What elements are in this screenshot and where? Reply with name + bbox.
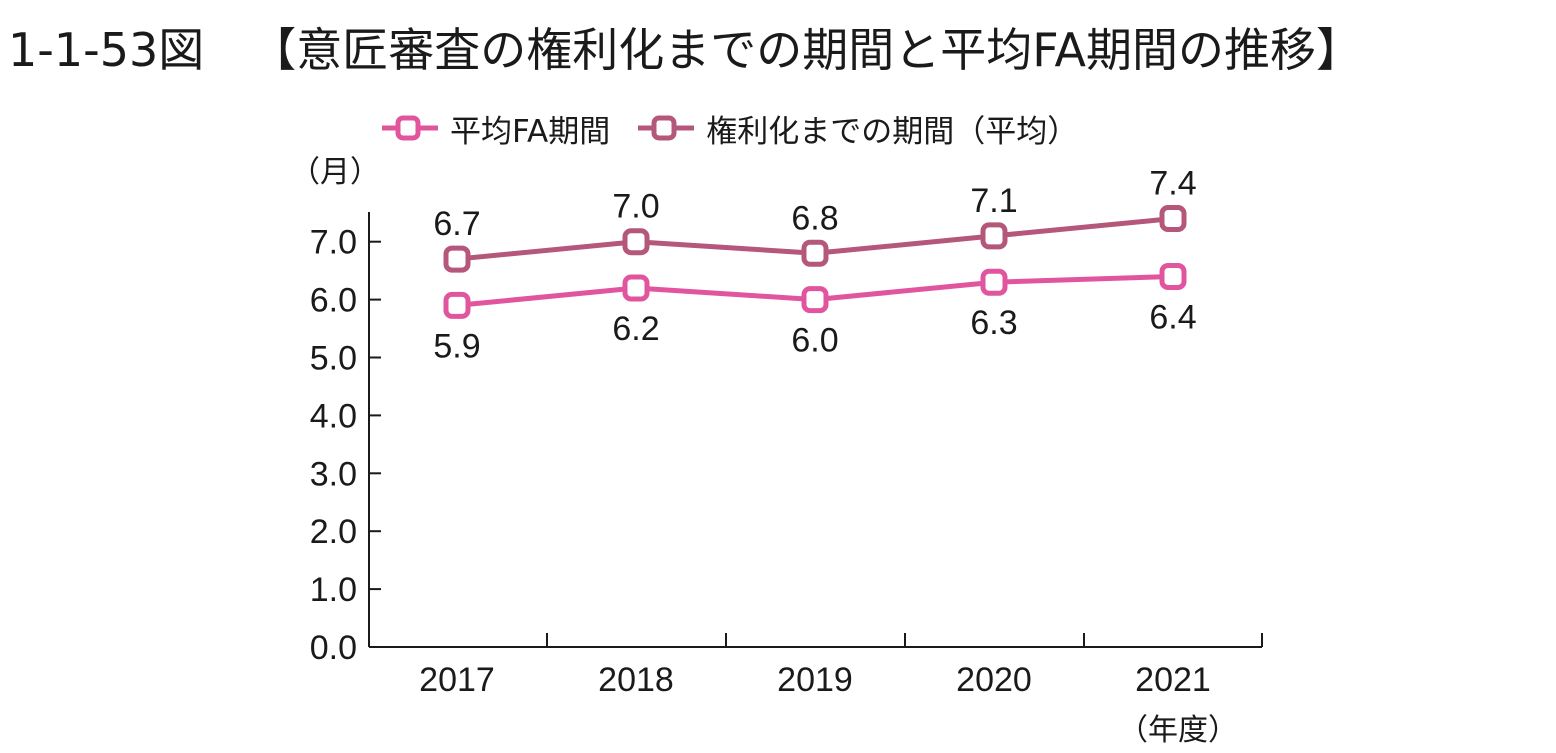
x-axis-unit-label: （年度）	[1118, 713, 1238, 748]
data-point	[443, 245, 471, 273]
data-label: 6.4	[1149, 298, 1196, 336]
data-label: 6.8	[791, 199, 838, 237]
data-point	[801, 286, 829, 314]
y-tick-label: 2.0	[310, 513, 357, 551]
data-label: 7.4	[1149, 165, 1196, 203]
figure-title-text: 【意匠審査の権利化までの期間と平均FA期間の推移】	[250, 23, 1362, 77]
figure-number: 1-1-53図	[8, 23, 205, 77]
y-tick-label: 6.0	[310, 282, 357, 320]
legend-item-registration: 権利化までの期間（平均）	[636, 106, 1078, 151]
series-average-fa-period: 5.9 6.2 6.0 6.3 6.4	[433, 262, 1197, 365]
data-point	[980, 268, 1008, 296]
y-tick-label: 5.0	[310, 340, 357, 378]
y-tick-label: 0.0	[310, 629, 357, 667]
x-tick-label: 2021	[1135, 661, 1211, 699]
data-label: 6.3	[970, 304, 1017, 342]
series-layer: 5.9 6.2 6.0 6.3 6.4 6.7 7.0 6.8 7.1 7.4	[433, 165, 1196, 366]
x-tick-label: 2020	[956, 661, 1032, 699]
data-label: 5.9	[433, 327, 480, 365]
y-axis-unit-label: （月）	[290, 155, 380, 190]
data-point	[622, 228, 650, 256]
x-tick-label: 2018	[598, 661, 674, 699]
data-point	[443, 291, 471, 319]
y-tick-label: 3.0	[310, 455, 357, 493]
data-point	[1159, 262, 1187, 290]
data-point	[622, 274, 650, 302]
y-tick-label: 7.0	[310, 224, 357, 262]
axes: 0.0 1.0 2.0 3.0 4.0 5.0 6.0 7.0 2017 2018 2019 2020…	[310, 212, 1263, 699]
y-tick-label: 1.0	[310, 571, 357, 609]
data-label: 7.0	[612, 188, 659, 226]
y-tick-label: 4.0	[310, 397, 357, 435]
data-label: 6.0	[791, 322, 838, 360]
data-label: 6.7	[433, 205, 480, 243]
chart-title: 1-1-53図 【意匠審査の権利化までの期間と平均FA期間の推移】	[8, 14, 1362, 80]
data-point	[801, 239, 829, 267]
legend-marker-fa	[382, 115, 438, 141]
data-point	[1159, 205, 1187, 233]
legend-marker-registration	[638, 115, 695, 141]
data-label: 7.1	[970, 182, 1017, 220]
data-label: 6.2	[612, 310, 659, 348]
legend-label-registration: 権利化までの期間（平均）	[706, 113, 1079, 150]
x-tick-label: 2019	[777, 661, 853, 699]
data-point	[980, 222, 1008, 250]
legend-item-fa: 平均FA期間	[380, 106, 610, 151]
x-tick-label: 2017	[419, 661, 495, 699]
legend-label-fa: 平均FA期間	[450, 113, 611, 150]
legend: 平均FA期間 権利化までの期間（平均）	[380, 106, 1078, 150]
series-registration-period: 6.7 7.0 6.8 7.1 7.4	[433, 165, 1197, 273]
